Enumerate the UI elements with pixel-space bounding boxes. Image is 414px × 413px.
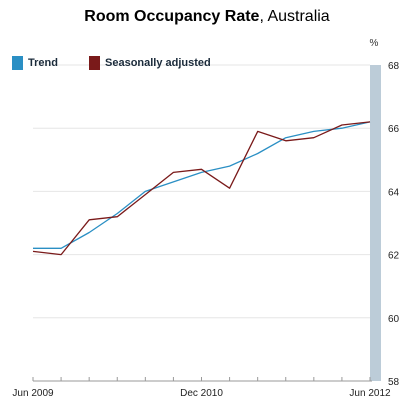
y-tick-label: 58	[388, 377, 400, 388]
chart-title-sep: ,	[259, 8, 268, 25]
chart-title-main: Room Occupancy Rate	[84, 8, 260, 25]
legend-swatch	[12, 56, 23, 70]
x-ticks: Jun 2009 Dec 2010 Jun 2012	[12, 377, 391, 399]
y-tick-label: 66	[388, 124, 400, 135]
x-tick-label: Dec 2010	[180, 388, 223, 399]
chart-title: Room Occupancy Rate, Australia	[0, 8, 414, 26]
legend-label: Seasonally adjusted	[105, 57, 211, 69]
legend: Trend Seasonally adjusted	[12, 56, 211, 70]
y-tick-labels: 58 60 62 64 66 68	[388, 61, 400, 388]
series-line-trend	[33, 121, 371, 249]
y-axis-bar	[370, 65, 381, 381]
y-tick-label: 60	[388, 314, 400, 325]
x-tick-label: Jun 2012	[349, 388, 391, 399]
grid-lines	[33, 64, 370, 319]
chart-subtitle: Australia	[267, 8, 330, 25]
legend-label: Trend	[28, 57, 58, 69]
series-lines	[32, 121, 371, 256]
y-tick-label: 64	[388, 187, 400, 198]
x-tick-label: Jun 2009	[12, 388, 54, 399]
legend-swatch	[89, 56, 100, 70]
y-tick-label: 62	[388, 251, 400, 262]
y-tick-label: 68	[388, 61, 400, 72]
y-unit-label: %	[370, 38, 379, 49]
series-line-seasonally-adjusted	[32, 121, 371, 256]
